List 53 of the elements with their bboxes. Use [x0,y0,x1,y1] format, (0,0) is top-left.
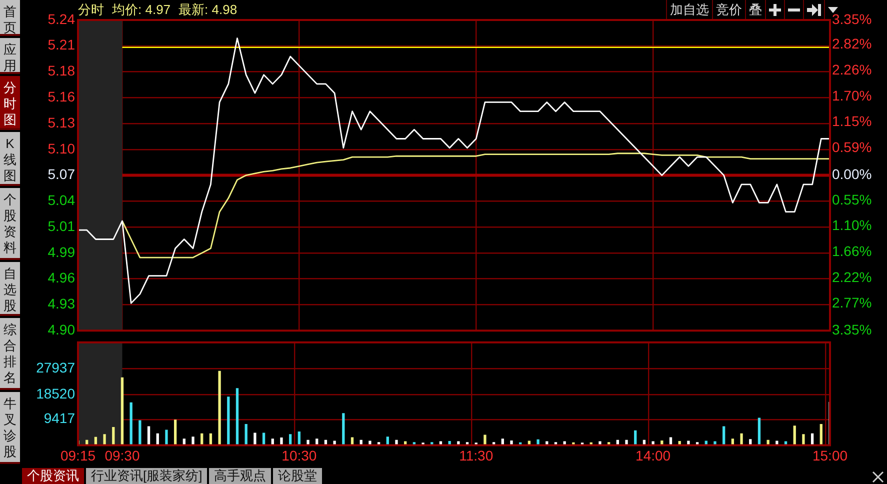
y2-tick-label: 1.66% [832,243,872,260]
y-tick-label: 4.90 [48,321,76,338]
text: 论股堂 [273,468,322,484]
y-tick-label: 9417 [44,410,76,426]
y-tick-label: 5.24 [48,10,76,27]
text: 最新: 4.98 [178,2,238,17]
y2-tick-label: 0.59% [832,138,872,155]
x-tick-label: 09:15 [60,447,96,464]
text: 高手观点 [209,468,272,484]
x-tick-label: 11:30 [459,447,494,464]
y-tick-label: 5.18 [48,62,76,79]
text: 叠 [745,0,765,19]
y-tick-label: 5.01 [48,218,76,234]
y2-tick-label: 1.10% [832,217,872,234]
y2-tick-label: 0.00% [832,166,872,182]
y2-tick-label: 0.55% [832,192,872,208]
text: 竞价 [712,0,745,19]
y2-tick-label: 2.82% [832,35,872,52]
x-tick-label: 10:30 [282,447,317,464]
text: 个股资料 [0,188,20,260]
text: 综合排名 [0,318,20,390]
y2-tick-label: 1.70% [832,87,872,104]
y2-tick-label: 1.15% [832,112,872,129]
x-tick-label: 15:00 [812,447,848,464]
y2-tick-label: 3.35% [832,321,872,338]
y2-tick-label: 2.22% [832,269,872,286]
text: 加自选 [666,0,712,19]
y-tick-label: 5.16 [48,88,76,105]
y-tick-label: 4.99 [48,244,76,260]
text: 应用 [0,38,20,74]
y-tick-label: 5.07 [48,166,76,182]
y2-tick-label: 2.26% [832,61,872,78]
text: 首页 [0,0,20,36]
text: 行业资讯[服装家纺] [86,468,208,484]
text: 个股资讯 [22,468,84,484]
y-tick-label: 5.21 [48,36,76,53]
y-tick-label: 4.93 [48,296,76,312]
y-tick-label: 4.96 [48,270,76,286]
y-tick-label: 5.10 [48,140,76,156]
y-tick-label: 5.04 [48,192,76,208]
text: 均价: 4.97 [112,2,171,17]
y-tick-label: 18520 [36,385,76,402]
text: 牛叉诊股 [0,392,20,464]
y2-tick-label: 2.77% [832,294,872,311]
text: 自选股 [0,262,20,316]
x-tick-label: 09:30 [104,447,140,464]
y2-tick-label: 3.35% [832,10,872,27]
y-tick-label: 5.13 [48,114,76,130]
y-tick-label: 27937 [36,359,76,376]
chart-title: 分时 [78,2,104,17]
text: 分时图 [0,76,20,130]
x-tick-label: 14:00 [636,447,671,464]
text: K线图 [0,132,20,186]
